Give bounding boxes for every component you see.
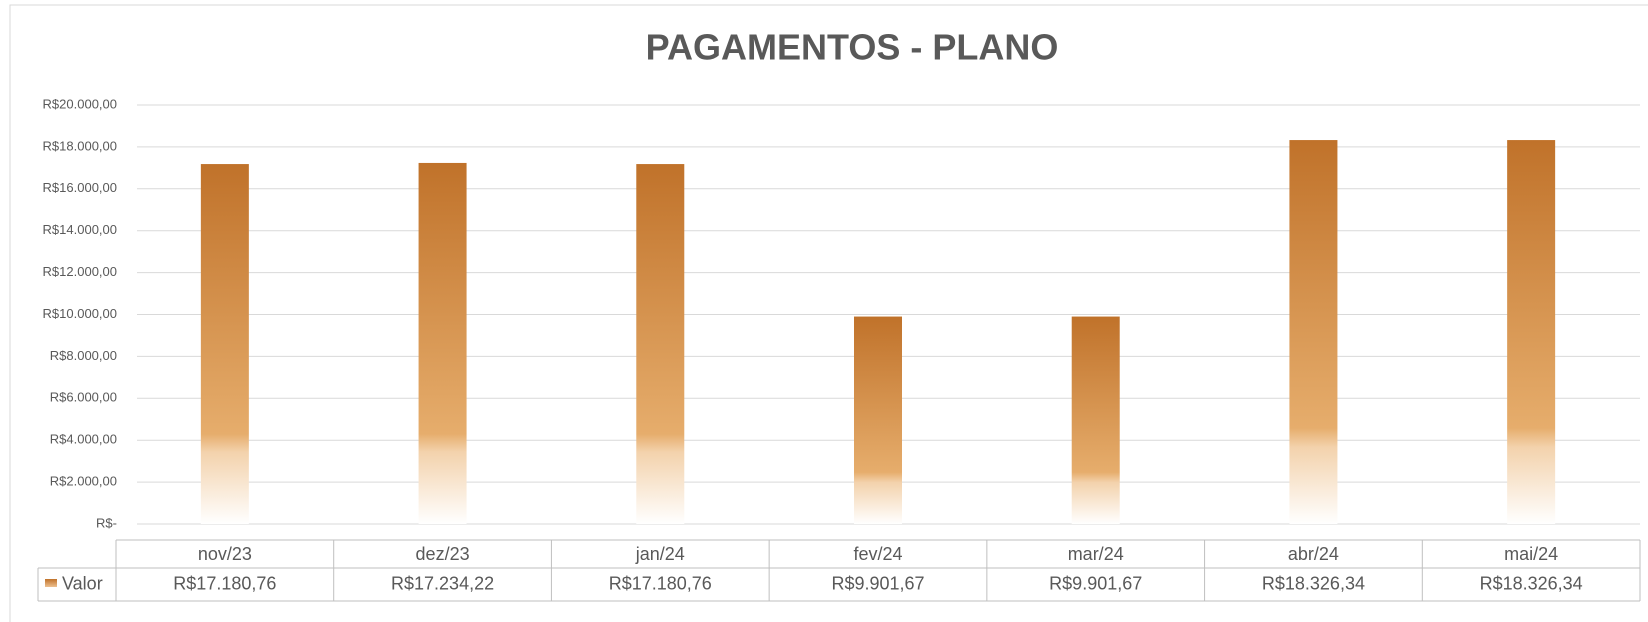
legend-label: Valor: [62, 573, 103, 593]
legend-key: [45, 579, 57, 587]
value-label: R$17.234,22: [391, 573, 494, 593]
x-tick-label: dez/23: [416, 544, 470, 564]
y-tick-label: R$14.000,00: [43, 222, 117, 237]
y-tick-label: R$20.000,00: [43, 96, 117, 111]
x-tick-label: jan/24: [635, 544, 685, 564]
x-tick-label: mai/24: [1504, 544, 1558, 564]
x-tick-label: nov/23: [198, 544, 252, 564]
y-tick-label: R$2.000,00: [50, 474, 117, 489]
bar: [854, 316, 902, 524]
y-tick-label: R$16.000,00: [43, 180, 117, 195]
value-label: R$18.326,34: [1480, 573, 1583, 593]
bar: [636, 164, 685, 524]
chart-title: PAGAMENTOS - PLANO: [646, 27, 1059, 68]
bar: [1507, 140, 1556, 524]
x-tick-label: fev/24: [853, 544, 902, 564]
y-tick-label: R$4.000,00: [50, 432, 117, 447]
bar: [200, 164, 249, 524]
bar: [1289, 140, 1338, 524]
y-tick-label: R$-: [96, 515, 117, 530]
value-label: R$18.326,34: [1262, 573, 1365, 593]
value-label: R$17.180,76: [173, 573, 276, 593]
x-tick-label: mar/24: [1068, 544, 1124, 564]
y-tick-label: R$12.000,00: [43, 264, 117, 279]
bar: [1071, 316, 1120, 524]
chart-border: [9, 4, 1648, 622]
value-label: R$9.901,67: [1049, 573, 1142, 593]
y-tick-label: R$10.000,00: [43, 306, 117, 321]
value-label: R$9.901,67: [831, 573, 924, 593]
bar: [418, 162, 467, 524]
value-label: R$17.180,76: [609, 573, 712, 593]
y-tick-label: R$8.000,00: [50, 348, 117, 363]
x-tick-label: abr/24: [1288, 544, 1339, 564]
y-tick-label: R$6.000,00: [50, 390, 117, 405]
y-tick-label: R$18.000,00: [43, 138, 117, 153]
